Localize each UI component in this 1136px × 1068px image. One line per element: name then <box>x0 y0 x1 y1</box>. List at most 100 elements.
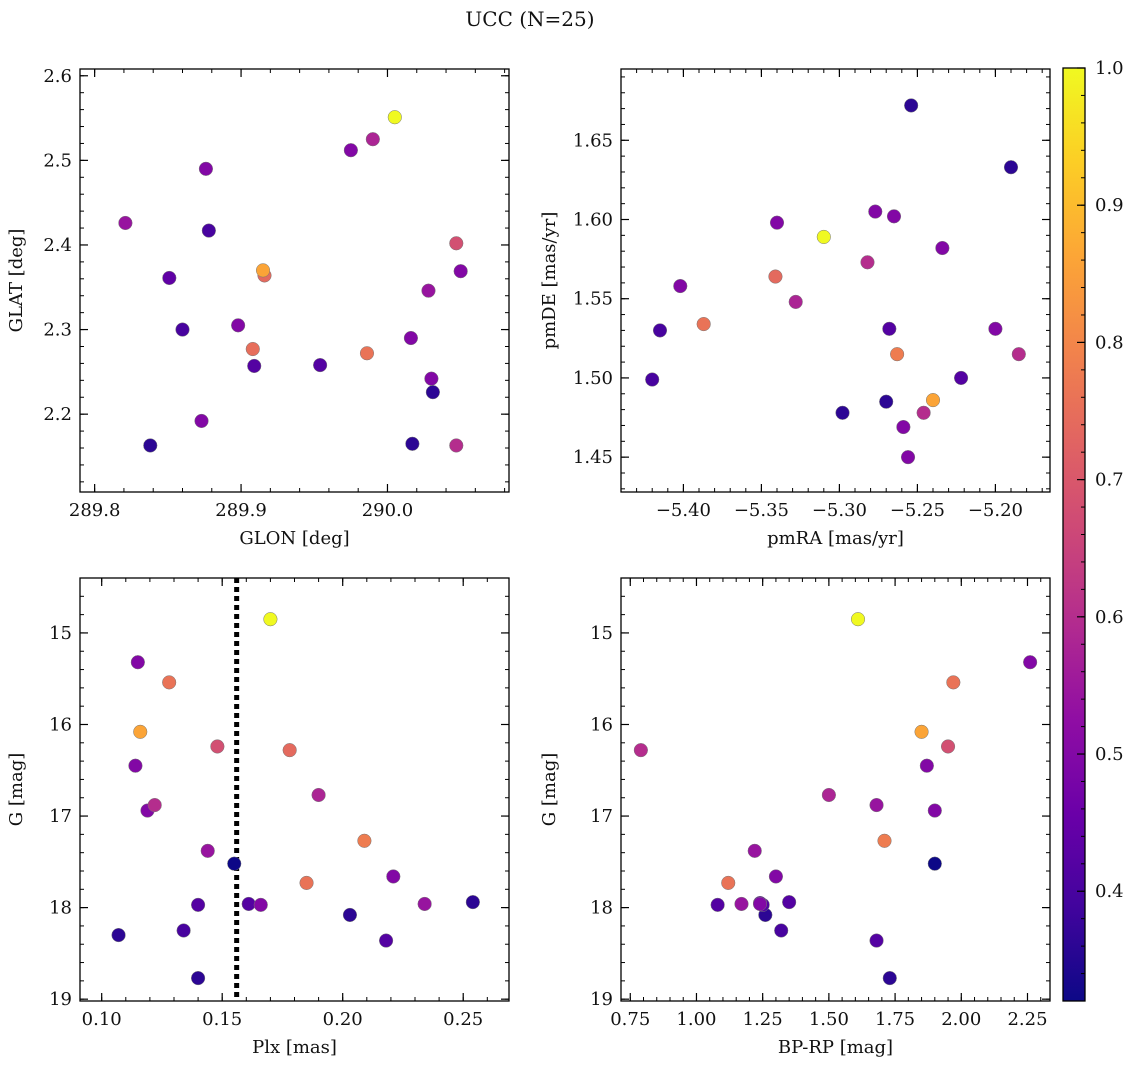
scatter-point <box>313 358 328 373</box>
y-axis-label: GLAT [deg] <box>6 229 27 333</box>
colorbar-tick-label: 0.8 <box>1095 332 1124 353</box>
scatter-point <box>1003 160 1019 175</box>
colorbar-tick-label: 0.6 <box>1095 607 1124 628</box>
scatter-point <box>886 209 902 224</box>
x-axis-label: pmRA [mas/yr] <box>767 528 904 549</box>
scatter-point <box>387 110 402 125</box>
scatter-point <box>253 897 268 912</box>
scatter-point <box>1011 347 1026 362</box>
x-tick-label: 1.25 <box>743 1009 783 1030</box>
scatter-point <box>311 787 326 803</box>
scatter-point <box>935 240 950 256</box>
data-layer <box>633 612 1038 986</box>
scatter-point <box>652 323 668 338</box>
scatter-point <box>424 371 439 386</box>
y-tick-label: 18 <box>590 898 613 919</box>
data-layer <box>645 98 1026 465</box>
scatter-point <box>128 758 143 773</box>
scatter-point <box>449 438 464 453</box>
scatter-point <box>245 341 260 357</box>
x-tick-label: −5.35 <box>734 500 789 521</box>
y-tick-label: 16 <box>49 714 72 735</box>
y-tick-label: 15 <box>49 623 72 644</box>
scatter-point <box>241 896 256 911</box>
scatter-point <box>162 675 177 690</box>
scatter-point <box>379 933 394 948</box>
y-tick-label: 2.2 <box>43 404 72 425</box>
scatter-point <box>927 856 942 871</box>
scatter-point <box>890 347 905 362</box>
y-tick-label: 1.55 <box>573 289 613 310</box>
y-axis-label: pmDE [mas/yr] <box>539 212 560 350</box>
x-axis-label: GLON [deg] <box>239 528 349 549</box>
scatter-point <box>633 743 648 758</box>
y-tick-label: 17 <box>590 806 613 827</box>
scatter-point <box>774 923 789 938</box>
scatter-point <box>210 739 225 754</box>
scatter-point <box>198 161 213 176</box>
scatter-point <box>816 229 831 244</box>
y-tick-label: 19 <box>49 989 72 1010</box>
panel-1: 289.8 289.9 290.0 2.2 2.3 2.4 2.5 2.6 GLON [deg]… <box>6 66 510 549</box>
y-tick-label: 1.65 <box>573 130 613 151</box>
colorbar-tick-label: 0.7 <box>1095 470 1124 491</box>
scatter-point <box>868 204 883 219</box>
y-tick-label: 15 <box>590 623 613 644</box>
scatter-point <box>869 798 884 813</box>
x-tick-label: 290.0 <box>362 500 414 521</box>
scatter-point <box>916 405 931 420</box>
scatter-point <box>882 971 897 986</box>
scatter-point <box>860 255 875 270</box>
x-tick-label: 289.8 <box>69 500 121 521</box>
scatter-point <box>788 294 803 309</box>
x-tick-label: −5.25 <box>890 500 945 521</box>
scatter-point <box>768 269 783 284</box>
data-layer <box>111 578 480 1001</box>
x-tick-label: 0.15 <box>202 1009 242 1030</box>
scatter-point <box>111 928 126 943</box>
scatter-point <box>200 843 215 858</box>
axes-frame <box>79 68 510 493</box>
scatter-point <box>176 923 191 938</box>
y-tick-label: 2.5 <box>43 150 72 171</box>
scatter-point <box>263 612 278 627</box>
scatter-point <box>710 897 725 912</box>
scatter-point <box>194 413 209 428</box>
scatter-point <box>946 675 961 690</box>
scatter-point <box>882 321 897 336</box>
scatter-point <box>896 419 911 435</box>
scatter-point <box>782 895 797 910</box>
data-layer <box>118 110 468 453</box>
scatter-point <box>247 358 262 373</box>
x-tick-label: 0.10 <box>82 1009 122 1030</box>
scatter-point <box>900 450 916 465</box>
y-tick-label: 16 <box>590 714 613 735</box>
x-tick-label: 289.9 <box>215 500 267 521</box>
scatter-point <box>231 318 246 333</box>
y-tick-label: 18 <box>49 898 72 919</box>
scatter-point <box>227 856 242 871</box>
scatter-point <box>143 438 158 453</box>
scatter-point <box>133 724 148 739</box>
y-tick-label: 1.60 <box>573 210 613 231</box>
x-axis-label: Plx [mas] <box>252 1037 337 1058</box>
scatter-point <box>752 896 768 911</box>
scatter-point <box>359 346 375 361</box>
scatter-point <box>417 896 432 911</box>
x-tick-label: 1.75 <box>875 1009 915 1030</box>
scatter-point <box>904 98 919 113</box>
y-tick-label: 2.3 <box>43 320 72 341</box>
scatter-point <box>342 907 357 922</box>
scatter-point <box>919 758 934 773</box>
scatter-point <box>130 655 145 670</box>
scatter-point <box>343 143 358 158</box>
scatter-point <box>425 385 440 400</box>
x-tick-label: 0.25 <box>443 1009 483 1030</box>
colorbar: 0.4 0.5 0.6 0.7 0.8 0.9 1.0 <box>1062 58 1124 1002</box>
panel-3: 0.10 0.15 0.20 0.25 15 16 17 18 19 Plx [mas] G [ma… <box>6 577 510 1058</box>
scatter-point <box>453 264 468 279</box>
x-tick-label: −5.20 <box>968 500 1023 521</box>
axes-frame <box>620 577 1051 1002</box>
y-tick-label: 1.50 <box>573 368 613 389</box>
scatter-point <box>835 405 850 420</box>
